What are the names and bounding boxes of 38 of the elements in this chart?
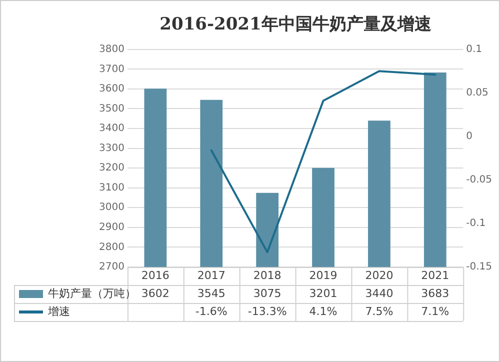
chart-title: 2016-2021年中国牛奶产量及增速 [160,14,432,35]
data-label: 7.1% [421,304,450,318]
x-tick-label: 2021 [421,268,450,282]
y-tick-label: 3700 [98,64,124,75]
x-tick-label: 2016 [141,268,170,282]
data-label: 4.1% [309,304,338,318]
data-label: 3440 [365,286,394,300]
data-label: -13.3% [248,304,287,318]
y2-tick-label: 0.1 [466,44,482,55]
x-tick-label: 2019 [309,268,338,282]
y-tick-label: 3400 [98,123,124,134]
data-label: 3602 [141,286,170,300]
y2-tick-label: -0.1 [466,218,486,230]
data-label: 3683 [421,286,450,300]
legend-label: 牛奶产量（万吨） [48,286,136,300]
data-label: 3545 [197,286,226,300]
x-tick-label: 2020 [365,268,394,282]
y-tick-label: 3800 [98,44,124,55]
y-tick-label: 2900 [98,222,124,234]
x-tick-label: 2018 [253,268,282,282]
y-tick-label: 3600 [98,84,124,95]
y2-tick-label: 0 [466,131,472,142]
legend-label: 增速 [47,304,70,318]
x-tick-label: 2017 [197,268,226,282]
y-tick-label: 3100 [98,182,124,194]
y-tick-label: 2800 [98,242,124,253]
y2-tick-label: -0.15 [466,262,492,273]
data-label: -1.6% [195,304,228,318]
y-tick-label: 3500 [98,103,124,114]
y2-tick-label: -0.05 [466,174,492,186]
data-label: 7.5% [365,304,394,318]
y-tick-label: 3000 [98,202,124,214]
data-label: 3201 [309,286,338,300]
y-tick-label: 3300 [98,142,124,154]
data-label: 3075 [253,286,282,300]
y-tick-label: 2700 [98,262,124,273]
y2-tick-label: 0.05 [466,88,488,99]
y-tick-label: 3200 [98,162,124,174]
